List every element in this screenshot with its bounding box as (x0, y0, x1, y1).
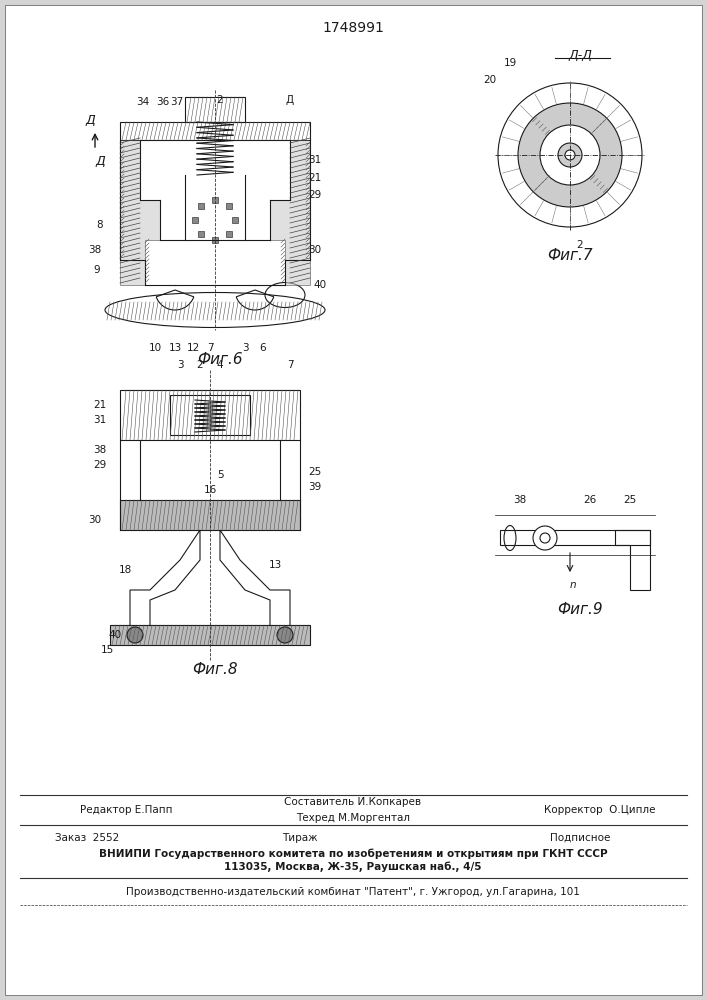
Bar (120, 122, 310, 140)
Text: Производственно-издательский комбинат "Патент", г. Ужгород, ул.Гагарина, 101: Производственно-издательский комбинат "П… (126, 887, 580, 897)
Text: 12: 12 (187, 343, 199, 353)
Bar (120, 500, 300, 530)
Text: 30: 30 (88, 515, 102, 525)
Text: 31: 31 (308, 155, 322, 165)
Text: 21: 21 (308, 173, 322, 183)
Polygon shape (120, 140, 160, 285)
Text: 113035, Москва, Ж-35, Раушская наб., 4/5: 113035, Москва, Ж-35, Раушская наб., 4/5 (224, 862, 481, 872)
Bar (232, 217, 238, 223)
Text: n: n (570, 580, 576, 590)
Text: 38: 38 (93, 445, 107, 455)
Text: 7: 7 (286, 360, 293, 370)
Circle shape (277, 627, 293, 643)
Text: Составитель И.Копкарев: Составитель И.Копкарев (284, 797, 421, 807)
Text: 15: 15 (100, 645, 114, 655)
Text: 8: 8 (97, 220, 103, 230)
Text: 6: 6 (259, 343, 267, 353)
Circle shape (565, 150, 575, 160)
Text: 37: 37 (170, 97, 184, 107)
Circle shape (533, 526, 557, 550)
Text: Фиг.6: Фиг.6 (197, 353, 243, 367)
Bar (110, 625, 310, 645)
Text: 13: 13 (168, 343, 182, 353)
Circle shape (558, 143, 582, 167)
Text: 20: 20 (484, 75, 496, 85)
Text: 1748991: 1748991 (322, 21, 384, 35)
Text: 38: 38 (88, 245, 102, 255)
Text: 31: 31 (93, 415, 107, 425)
Text: 25: 25 (308, 467, 322, 477)
Text: 21: 21 (93, 400, 107, 410)
Text: 10: 10 (148, 343, 162, 353)
Text: 40: 40 (313, 280, 327, 290)
Text: Фиг.8: Фиг.8 (192, 662, 238, 678)
Bar (212, 197, 218, 203)
Text: 13: 13 (269, 560, 281, 570)
Text: 16: 16 (204, 485, 216, 495)
Text: 29: 29 (93, 460, 107, 470)
Circle shape (540, 125, 600, 185)
Circle shape (518, 103, 622, 207)
Bar (500, 530, 650, 545)
Text: Д: Д (95, 155, 105, 168)
Text: 2: 2 (577, 240, 583, 250)
Text: Д-Д: Д-Д (568, 48, 592, 62)
Bar (226, 231, 232, 237)
Bar (226, 203, 232, 209)
Text: 5: 5 (216, 470, 223, 480)
Text: Редактор Е.Папп: Редактор Е.Папп (80, 805, 173, 815)
Text: 30: 30 (308, 245, 322, 255)
Text: 26: 26 (583, 495, 597, 505)
Bar (192, 217, 198, 223)
Text: 4: 4 (216, 360, 223, 370)
Text: 19: 19 (503, 58, 517, 68)
Polygon shape (270, 140, 310, 285)
Text: Фиг.9: Фиг.9 (557, 602, 603, 617)
Text: 38: 38 (513, 495, 527, 505)
Text: 3: 3 (242, 343, 248, 353)
Text: Корректор  О.Ципле: Корректор О.Ципле (544, 805, 656, 815)
Bar (120, 390, 300, 440)
Text: 36: 36 (156, 97, 170, 107)
Text: 7: 7 (206, 343, 214, 353)
Text: 3: 3 (177, 360, 183, 370)
Text: 34: 34 (136, 97, 150, 107)
Bar (198, 203, 204, 209)
Text: 25: 25 (624, 495, 636, 505)
Bar (170, 395, 250, 435)
Bar (212, 237, 218, 243)
Text: 9: 9 (94, 265, 100, 275)
Text: 29: 29 (308, 190, 322, 200)
Text: 18: 18 (118, 565, 132, 575)
Text: Д: Д (286, 95, 294, 105)
Text: 2: 2 (197, 360, 204, 370)
Text: Тираж: Тираж (282, 833, 318, 843)
Text: Подписное: Подписное (550, 833, 610, 843)
Text: Фиг.7: Фиг.7 (547, 247, 592, 262)
Text: 40: 40 (108, 630, 122, 640)
Text: ВНИИПИ Государственного комитета по изобретениям и открытиям при ГКНТ СССР: ВНИИПИ Государственного комитета по изоб… (99, 849, 607, 859)
Text: Д: Д (85, 114, 95, 127)
Text: 39: 39 (308, 482, 322, 492)
Bar (185, 97, 245, 122)
Circle shape (127, 627, 143, 643)
Text: Техред М.Моргентал: Техред М.Моргентал (296, 813, 410, 823)
Text: 2: 2 (216, 95, 223, 105)
Bar (198, 231, 204, 237)
Text: Заказ  2552: Заказ 2552 (55, 833, 119, 843)
